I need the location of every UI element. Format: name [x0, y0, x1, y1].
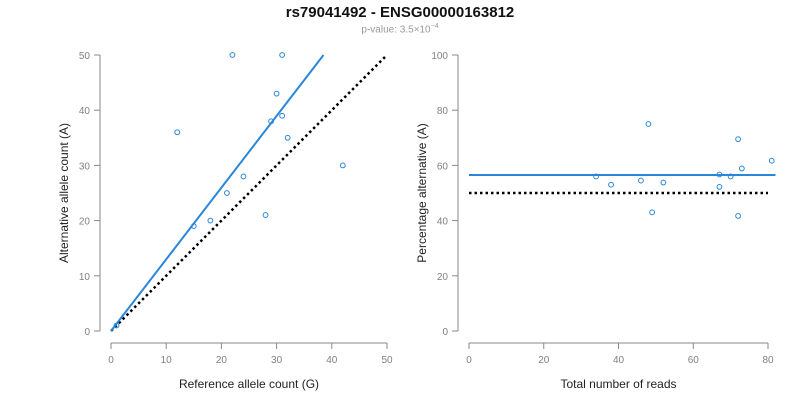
- plot-panel-right: 0 20 40 60 80 0 20 40 60 80 100 Total number of rea…: [415, 51, 776, 391]
- y-tick-label: 20: [79, 217, 91, 228]
- y-tick-label: 80: [437, 106, 449, 117]
- data-point: [207, 217, 214, 224]
- data-point: [638, 177, 644, 184]
- data-point: [284, 134, 291, 141]
- x-tick-label: 0: [108, 355, 114, 366]
- data-point: [660, 179, 667, 186]
- data-point: [268, 118, 274, 125]
- y-tick-label: 30: [79, 161, 91, 172]
- y-tick-label: 10: [79, 272, 91, 283]
- y-tick-label: 40: [437, 217, 449, 228]
- y-axis-title: Alternative allele count (A): [57, 123, 71, 263]
- x-tick-label: 20: [538, 355, 550, 366]
- pvalue-exponent: −4: [430, 23, 439, 30]
- y-tick-label: 50: [79, 51, 91, 62]
- x-tick-label: 10: [161, 355, 173, 366]
- data-point: [738, 165, 745, 172]
- data-point: [240, 173, 247, 180]
- reference-line: [110, 54, 388, 332]
- x-tick-label: 80: [762, 355, 774, 366]
- data-point: [339, 162, 346, 169]
- data-point: [593, 173, 599, 180]
- x-tick-label: 60: [688, 355, 700, 366]
- y-axis-title: Percentage alternative (A): [415, 123, 429, 262]
- x-tick-label: 40: [613, 355, 625, 366]
- x-tick-label: 40: [326, 355, 338, 366]
- pvalue-mantissa: 3.5: [399, 24, 414, 36]
- data-point: [645, 121, 652, 127]
- data-point: [229, 52, 236, 58]
- data-point: [768, 157, 775, 164]
- plot-panel-left: 0 10 20 30 40 50 0 10 20 30 40 50 Reference allele c…: [57, 51, 393, 391]
- data-point: [716, 184, 723, 190]
- fit-line: [110, 54, 325, 332]
- data-point: [190, 223, 197, 230]
- data-point: [224, 190, 230, 196]
- y-tick-label: 60: [437, 161, 449, 172]
- y-tick-label: 20: [437, 272, 449, 283]
- chart-subtitle: p-value: 3.5×10−4: [0, 23, 800, 35]
- pvalue-times: ×10: [413, 24, 431, 36]
- data-point: [608, 181, 614, 188]
- y-tick-label: 0: [84, 327, 90, 338]
- chart-title: rs79041492 - ENSG00000163812: [285, 4, 515, 21]
- data-point: [649, 209, 656, 216]
- data-point: [279, 112, 286, 119]
- y-tick-label: 40: [79, 106, 91, 117]
- data-point: [273, 90, 280, 97]
- x-tick-label: 30: [271, 355, 283, 366]
- pvalue-label: p-value:: [361, 24, 397, 36]
- x-tick-label: 50: [381, 355, 393, 366]
- x-axis-title: Total number of reads: [560, 377, 676, 391]
- data-point: [727, 173, 734, 180]
- x-axis-title: Reference allele count (G): [179, 377, 319, 391]
- data-point: [279, 52, 286, 58]
- data-point: [735, 136, 741, 143]
- data-point: [716, 171, 723, 178]
- data-point: [113, 322, 120, 329]
- data-point: [174, 129, 181, 136]
- x-tick-label: 0: [466, 355, 472, 366]
- data-point: [262, 212, 269, 218]
- data-point: [735, 213, 741, 219]
- x-tick-label: 20: [216, 355, 228, 366]
- y-tick-label: 0: [442, 327, 448, 338]
- y-tick-label: 100: [431, 51, 448, 62]
